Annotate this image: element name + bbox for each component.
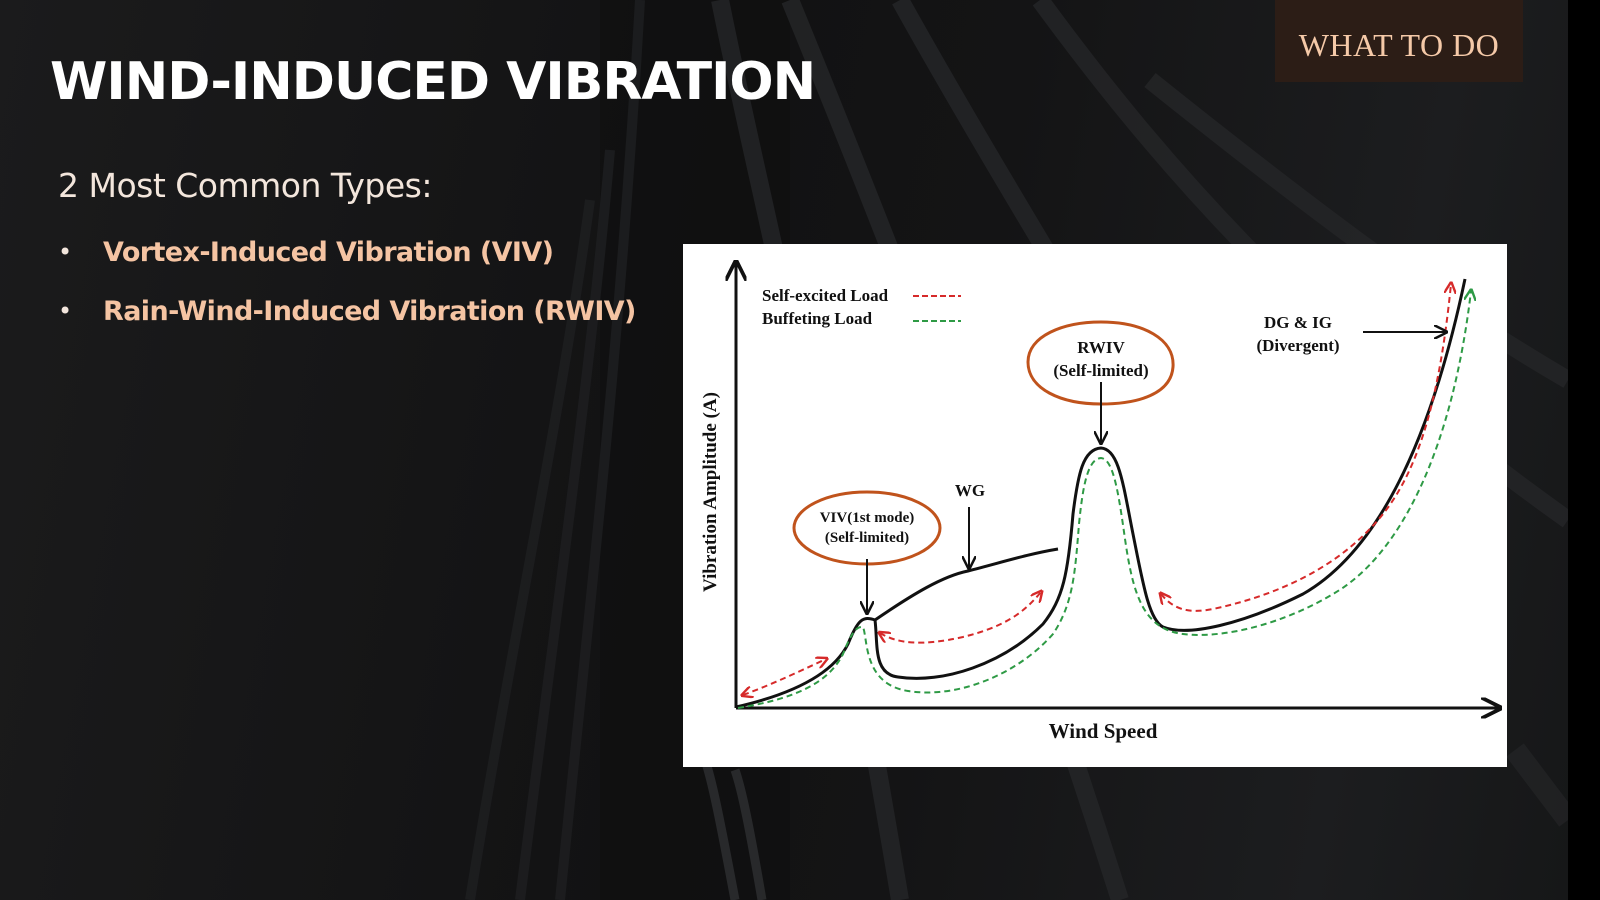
page-title: WIND-INDUCED VIBRATION: [50, 52, 816, 112]
legend-buffeting-label: Buffeting Load: [762, 309, 873, 328]
diagram-svg: Vibration Amplitude (A) Wind Speed Self-…: [700, 244, 1507, 743]
bullet-label: Vortex-Induced Vibration (VIV): [103, 236, 554, 268]
vibration-diagram: Vibration Amplitude (A) Wind Speed Self-…: [683, 244, 1507, 767]
badge-label: WHAT TO DO: [1298, 26, 1500, 63]
y-axis-label: Vibration Amplitude (A): [700, 392, 721, 592]
legend-self-excited-label: Self-excited Load: [762, 286, 889, 305]
rwiv-label-line1: RWIV: [1077, 338, 1125, 357]
self-excited-load-segment-2: [880, 592, 1041, 644]
bullet-label: Rain-Wind-Induced Vibration (RWIV): [103, 295, 636, 327]
bullet-icon: •: [58, 238, 72, 266]
dg-ig-label-line2: (Divergent): [1256, 336, 1339, 355]
viv-label-line1: VIV(1st mode): [820, 510, 915, 526]
bullet-item-rwiv: • Rain-Wind-Induced Vibration (RWIV): [58, 291, 636, 331]
bullet-item-viv: • Vortex-Induced Vibration (VIV): [58, 232, 636, 272]
x-axis-label: Wind Speed: [1049, 719, 1158, 743]
subtitle: 2 Most Common Types:: [58, 166, 433, 205]
bullet-icon: •: [58, 297, 72, 325]
bullet-list: • Vortex-Induced Vibration (VIV) • Rain-…: [58, 232, 636, 350]
rwiv-highlight-ellipse: [1026, 320, 1175, 406]
self-excited-load-segment-3: [1161, 284, 1451, 612]
viv-label-line2: (Self-limited): [825, 530, 909, 546]
self-excited-load-segment-1: [743, 659, 826, 695]
rwiv-label-line2: (Self-limited): [1053, 361, 1148, 380]
dg-ig-label-line1: DG & IG: [1264, 313, 1332, 332]
wg-label: WG: [955, 481, 985, 500]
viv-highlight-ellipse: [792, 490, 942, 566]
what-to-do-badge[interactable]: WHAT TO DO: [1275, 0, 1523, 82]
